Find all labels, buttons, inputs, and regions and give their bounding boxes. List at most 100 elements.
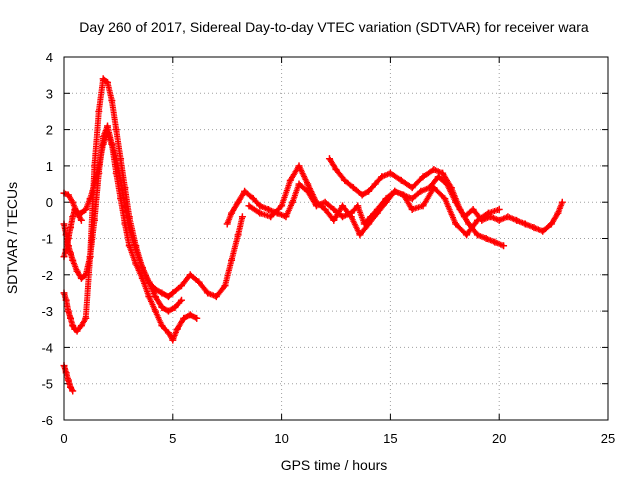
- data-point: [69, 198, 77, 206]
- data-point: [465, 220, 473, 228]
- y-tick-label: 4: [46, 50, 53, 65]
- chart-title: Day 260 of 2017, Sidereal Day-to-day VTE…: [79, 19, 589, 35]
- data-point: [397, 176, 405, 184]
- series-trace: [224, 173, 566, 235]
- data-point: [67, 383, 75, 391]
- data-point: [178, 296, 186, 304]
- data-point: [95, 162, 103, 170]
- data-point: [365, 220, 373, 228]
- data-point: [358, 191, 366, 199]
- data-point: [304, 180, 312, 188]
- data-point: [178, 282, 186, 290]
- grid-layer: [64, 57, 608, 420]
- data-point: [125, 242, 133, 250]
- y-axis-label: SDTVAR / TECUs: [4, 182, 20, 294]
- y-tick-label: -5: [41, 377, 53, 392]
- data-point: [99, 75, 107, 83]
- data-point: [204, 289, 212, 297]
- data-point: [158, 303, 166, 311]
- x-tick-label: 5: [169, 431, 176, 446]
- y-tick-label: 2: [46, 123, 53, 138]
- data-point: [321, 205, 329, 213]
- data-point: [212, 293, 220, 301]
- x-tick-label: 15: [383, 431, 397, 446]
- data-point: [495, 216, 503, 224]
- data-point: [521, 220, 529, 228]
- data-point: [321, 198, 329, 206]
- y-tick-label: -2: [41, 268, 53, 283]
- data-point: [295, 180, 303, 188]
- data-point: [434, 173, 442, 181]
- data-point: [117, 176, 125, 184]
- data-point: [125, 224, 133, 232]
- data-point: [112, 155, 120, 163]
- data-point: [456, 205, 464, 213]
- data-point: [530, 224, 538, 232]
- data-point: [99, 140, 107, 148]
- data-point: [371, 180, 379, 188]
- data-point: [193, 314, 201, 322]
- data-point: [249, 195, 257, 203]
- data-point: [354, 202, 362, 210]
- data-point: [164, 329, 172, 337]
- data-point: [69, 256, 77, 264]
- series-track-7: [245, 162, 503, 239]
- data-point: [64, 376, 72, 384]
- data-point: [382, 198, 390, 206]
- data-point: [228, 209, 236, 217]
- data-point: [339, 202, 347, 210]
- data-point: [504, 213, 512, 221]
- data-point: [169, 336, 177, 344]
- data-point: [121, 202, 129, 210]
- data-point: [186, 311, 194, 319]
- data-point: [484, 209, 492, 217]
- data-point: [158, 289, 166, 297]
- data-point: [282, 213, 290, 221]
- data-point: [73, 209, 81, 217]
- data-point: [69, 387, 77, 395]
- series-trace: [246, 162, 503, 238]
- data-point: [256, 202, 264, 210]
- data-point: [132, 245, 140, 253]
- data-point: [256, 209, 264, 217]
- data-point: [469, 205, 477, 213]
- y-tick-label: 0: [46, 195, 53, 210]
- data-point: [399, 191, 407, 199]
- data-point: [513, 216, 521, 224]
- x-tick-label: 0: [60, 431, 67, 446]
- data-point: [430, 166, 438, 174]
- data-point: [539, 227, 547, 235]
- data-point: [332, 166, 340, 174]
- data-point: [558, 198, 566, 206]
- data-point: [67, 249, 75, 257]
- data-point: [82, 205, 90, 213]
- data-point: [341, 176, 349, 184]
- data-point: [151, 307, 159, 315]
- y-tick-label: -3: [41, 304, 53, 319]
- data-point: [365, 187, 373, 195]
- data-point: [95, 107, 103, 115]
- data-point: [69, 322, 77, 330]
- data-point: [441, 195, 449, 203]
- data-point: [195, 278, 203, 286]
- data-point: [473, 216, 481, 224]
- data-point: [554, 209, 562, 217]
- data-point: [108, 97, 116, 105]
- data-point: [295, 162, 303, 170]
- data-point: [138, 264, 146, 272]
- data-point: [463, 231, 471, 239]
- data-point: [64, 191, 72, 199]
- data-point: [223, 220, 231, 228]
- data-point: [112, 126, 120, 134]
- data-point: [408, 205, 416, 213]
- y-tick-label: -4: [41, 340, 53, 355]
- series-track-6: [223, 173, 566, 235]
- data-point: [164, 307, 172, 315]
- data-point: [330, 216, 338, 224]
- data-point: [90, 180, 98, 188]
- data-point: [430, 184, 438, 192]
- data-point: [228, 256, 236, 264]
- data-point: [373, 209, 381, 217]
- data-point: [447, 184, 455, 192]
